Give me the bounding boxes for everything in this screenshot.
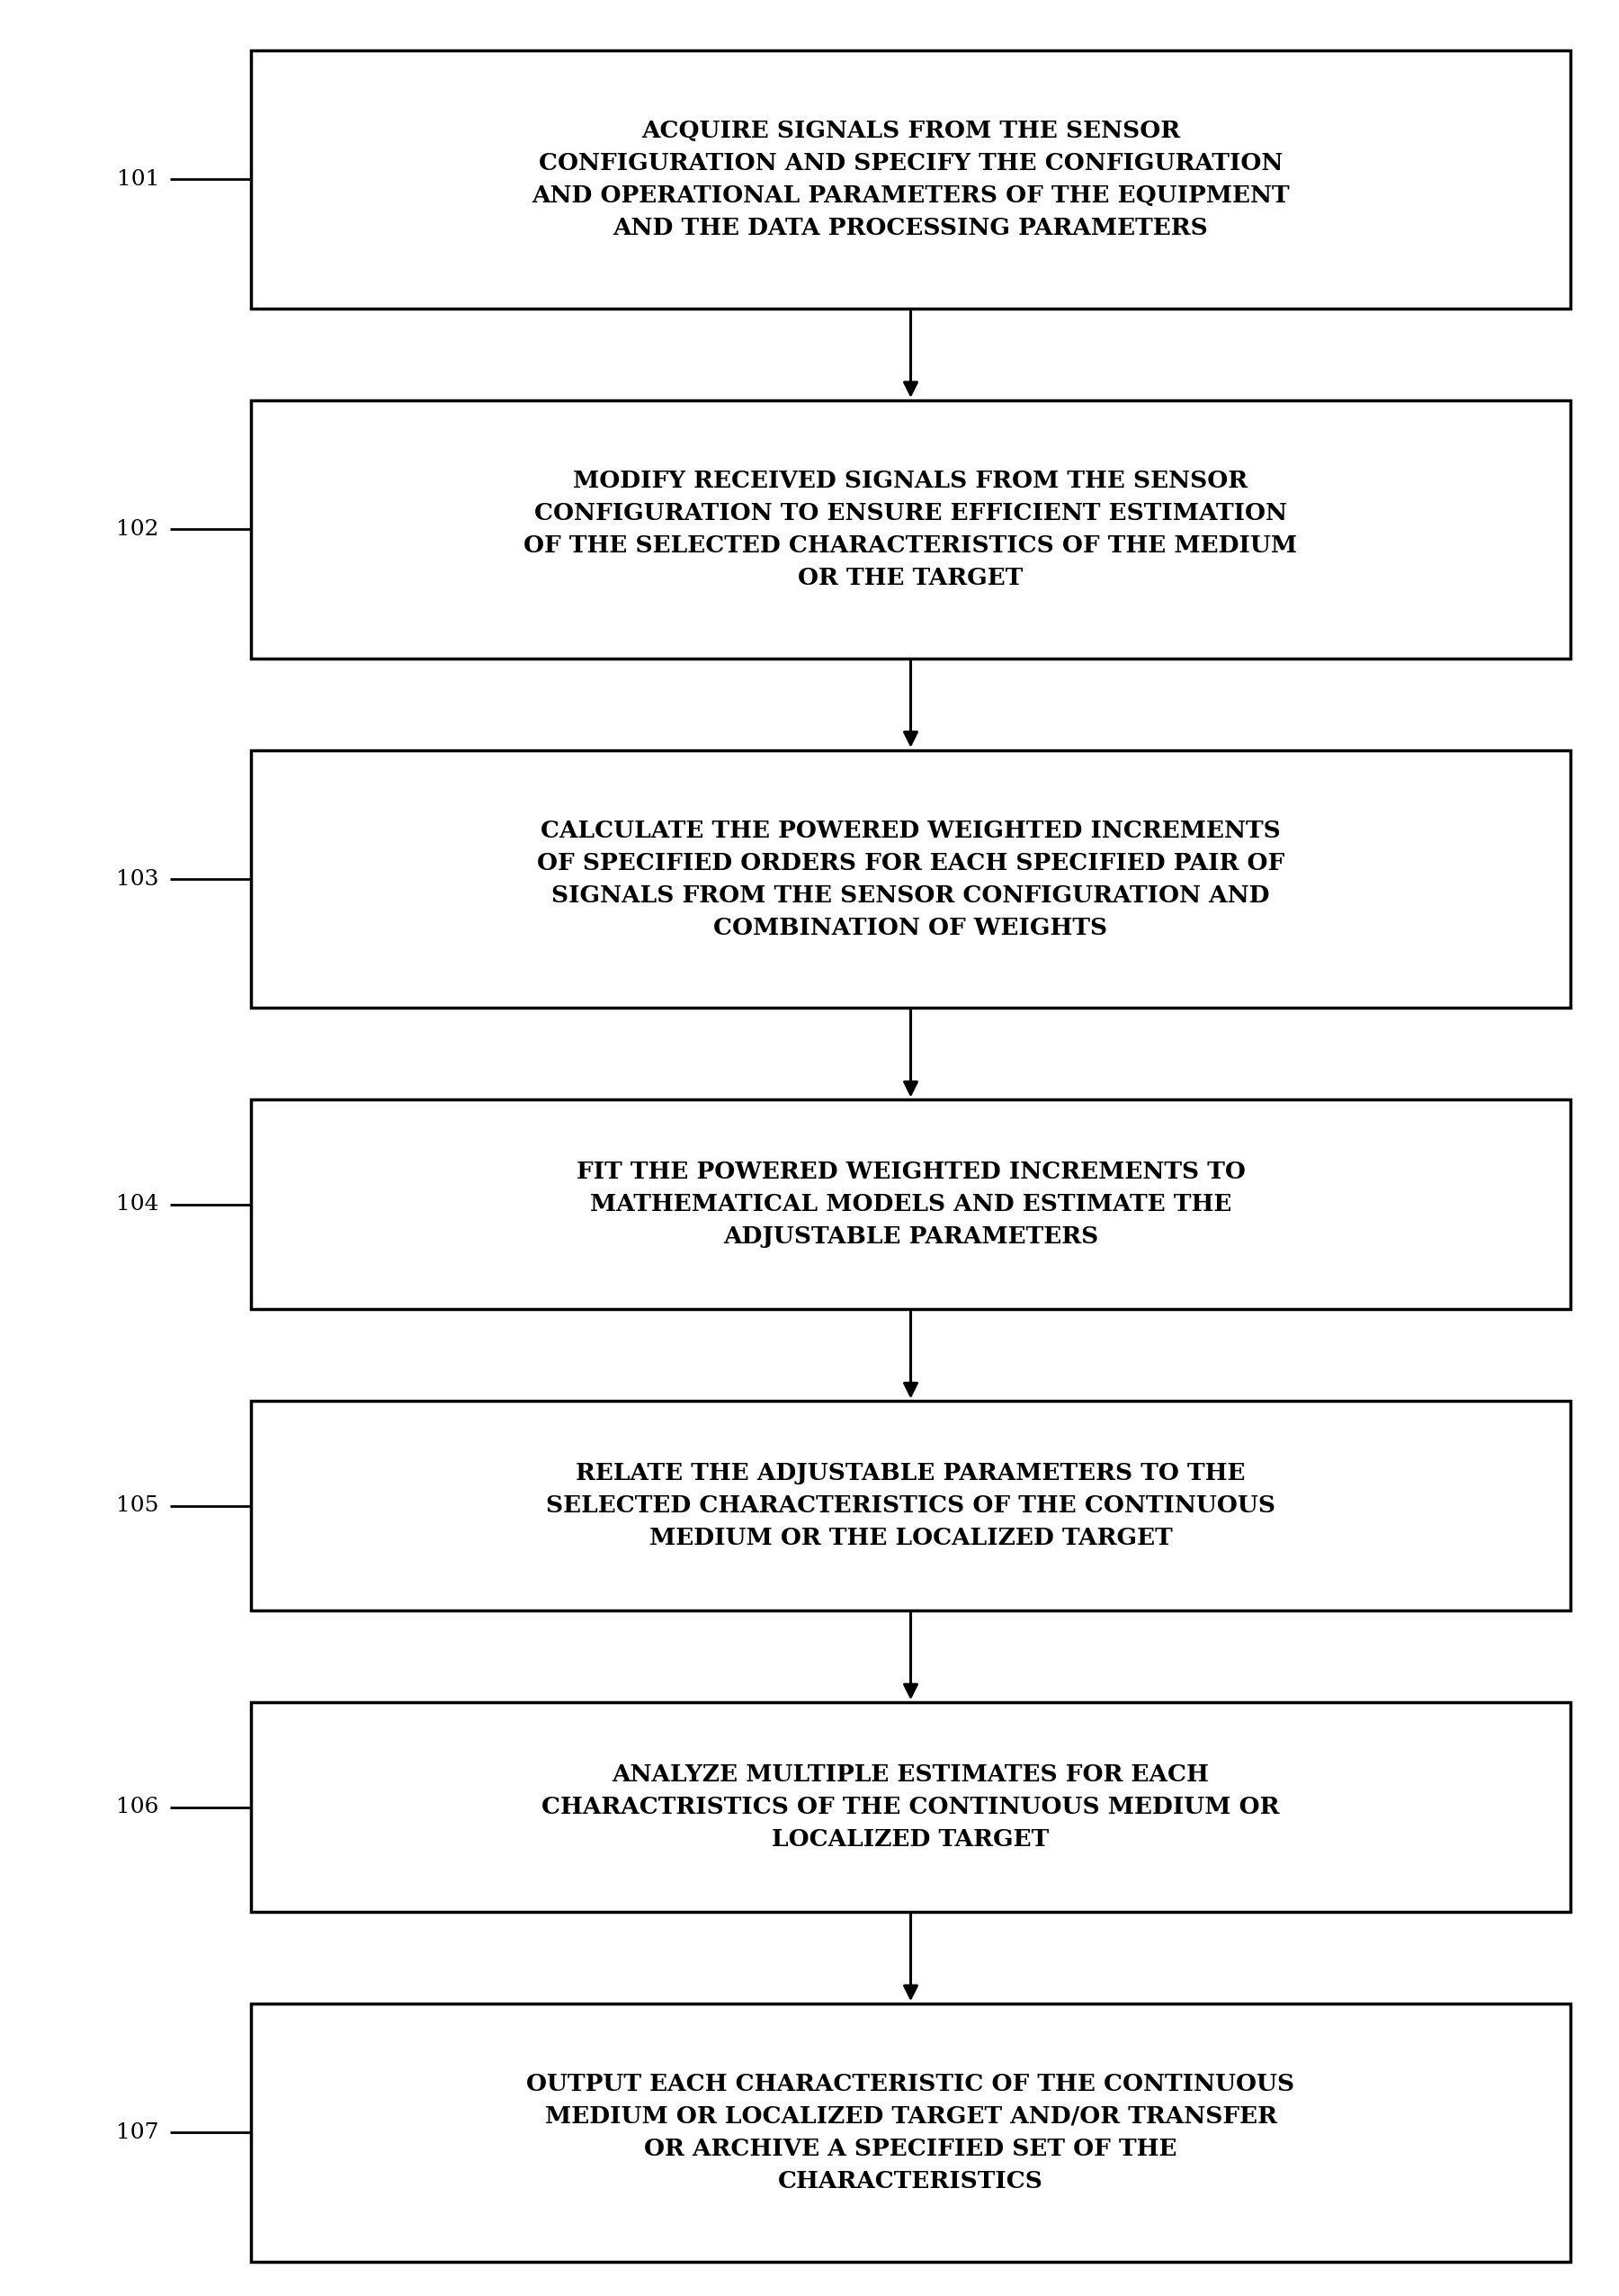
Text: 104: 104 xyxy=(117,1194,159,1215)
Text: 107: 107 xyxy=(117,2122,159,2142)
Bar xyxy=(251,751,1570,1008)
Bar xyxy=(251,51,1570,308)
Text: MODIFY RECEIVED SIGNALS FROM THE SENSOR
CONFIGURATION TO ENSURE EFFICIENT ESTIMA: MODIFY RECEIVED SIGNALS FROM THE SENSOR … xyxy=(525,468,1297,590)
Text: 103: 103 xyxy=(117,868,159,889)
Text: FIT THE POWERED WEIGHTED INCREMENTS TO
MATHEMATICAL MODELS AND ESTIMATE THE
ADJU: FIT THE POWERED WEIGHTED INCREMENTS TO M… xyxy=(576,1162,1245,1249)
Text: OUTPUT EACH CHARACTERISTIC OF THE CONTINUOUS
MEDIUM OR LOCALIZED TARGET AND/OR T: OUTPUT EACH CHARACTERISTIC OF THE CONTIN… xyxy=(526,2073,1295,2193)
Bar xyxy=(251,1401,1570,1609)
Text: 101: 101 xyxy=(117,170,159,191)
Text: 105: 105 xyxy=(117,1495,159,1515)
Bar xyxy=(251,1100,1570,1309)
Text: 106: 106 xyxy=(117,1798,159,1818)
Text: 102: 102 xyxy=(117,519,159,540)
Text: ANALYZE MULTIPLE ESTIMATES FOR EACH
CHARACTRISTICS OF THE CONTINUOUS MEDIUM OR
L: ANALYZE MULTIPLE ESTIMATES FOR EACH CHAR… xyxy=(542,1763,1279,1851)
Bar xyxy=(251,1701,1570,1913)
Bar xyxy=(251,400,1570,659)
Bar xyxy=(251,2004,1570,2262)
Text: CALCULATE THE POWERED WEIGHTED INCREMENTS
OF SPECIFIED ORDERS FOR EACH SPECIFIED: CALCULATE THE POWERED WEIGHTED INCREMENT… xyxy=(538,820,1284,939)
Text: ACQUIRE SIGNALS FROM THE SENSOR
CONFIGURATION AND SPECIFY THE CONFIGURATION
AND : ACQUIRE SIGNALS FROM THE SENSOR CONFIGUR… xyxy=(531,119,1290,239)
Text: RELATE THE ADJUSTABLE PARAMETERS TO THE
SELECTED CHARACTERISTICS OF THE CONTINUO: RELATE THE ADJUSTABLE PARAMETERS TO THE … xyxy=(546,1463,1276,1550)
